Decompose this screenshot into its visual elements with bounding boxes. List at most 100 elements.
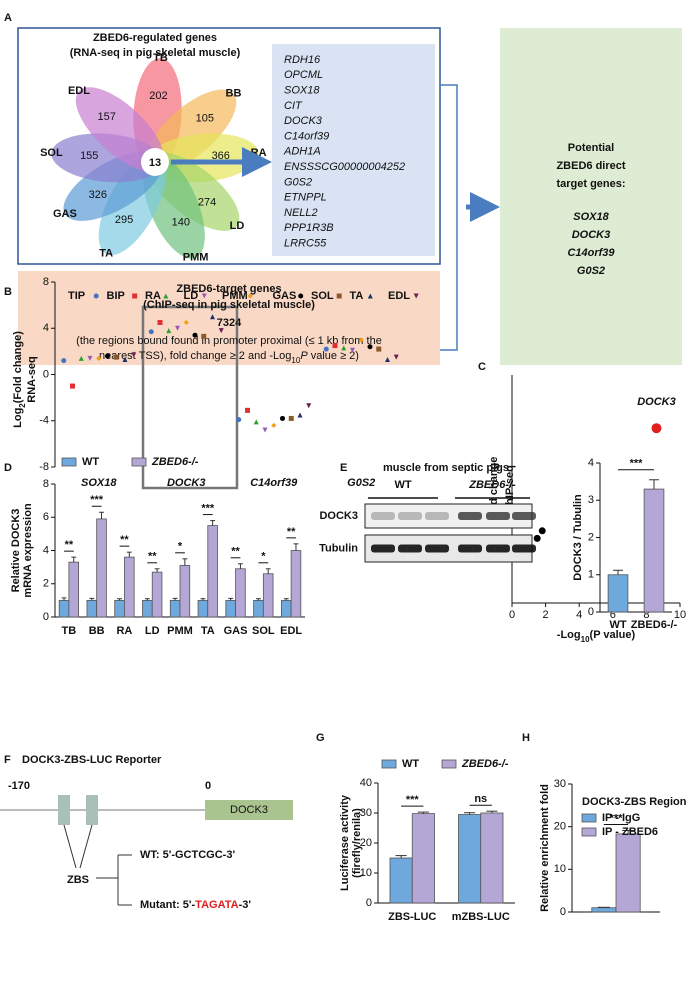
petal-count: 155 [80, 150, 98, 162]
reporter-title: DOCK3-ZBS-LUC Reporter [22, 754, 162, 766]
bar [96, 518, 107, 618]
x-tick-label: BB [89, 625, 105, 637]
point [385, 356, 390, 362]
blot-row: DOCK3 [319, 510, 358, 522]
point [358, 337, 364, 343]
point [132, 293, 138, 299]
petal-count: 202 [149, 90, 167, 102]
panel-label: C [478, 361, 486, 373]
x-tick-label: 10 [674, 609, 686, 621]
petal-label: TB [153, 52, 168, 64]
point [131, 352, 137, 358]
y-axis-label: Relative enrichment fold [539, 784, 551, 912]
gene: ENSSSCG00000004252 [284, 161, 405, 173]
result-gene: C14orf39 [567, 247, 615, 259]
gene: OPCML [284, 69, 323, 81]
x-tick-label: TB [62, 625, 77, 637]
y-tick-label: 2 [588, 531, 594, 543]
point [350, 347, 355, 353]
x-tick-label: PMM [167, 625, 193, 637]
significance: ** [148, 551, 157, 563]
legend-swatch [381, 759, 397, 769]
panel-label: H [522, 732, 530, 744]
bar [253, 599, 264, 618]
band [371, 544, 395, 553]
bar [235, 568, 246, 618]
bar [225, 599, 236, 618]
point [298, 293, 304, 299]
x-tick-label: SOL [252, 625, 275, 637]
y-tick-label: 2 [43, 578, 49, 590]
point [192, 332, 198, 338]
point [336, 293, 342, 299]
significance: *** [406, 794, 420, 806]
point [367, 344, 373, 350]
x-axis-label-part: -Log [557, 629, 581, 641]
point [218, 328, 224, 334]
band [371, 512, 395, 520]
point [306, 403, 312, 409]
y-tick-label: 30 [554, 778, 566, 790]
y-tick-label: 8 [43, 478, 49, 490]
y-axis-label: mRNA expression [22, 503, 34, 598]
petal-count: 366 [212, 150, 230, 162]
panel-label: G [316, 732, 325, 744]
legend-swatch [61, 457, 77, 467]
petal-label: LD [230, 220, 245, 232]
bar [58, 599, 70, 618]
x-tick-label: RA [116, 625, 132, 637]
bar [151, 571, 163, 618]
position: -170 [8, 780, 30, 792]
point [87, 355, 93, 361]
result-gene: SOX18 [573, 211, 609, 223]
venn-box [17, 27, 441, 265]
y-tick-label: 30 [360, 807, 372, 819]
wt-seq: WT: 5'-GCTCGC-3' [140, 849, 235, 861]
bar [280, 599, 292, 618]
point [93, 293, 99, 299]
petal [75, 87, 165, 172]
result-gene: DOCK3 [572, 229, 611, 241]
point [157, 319, 163, 325]
point [61, 358, 67, 364]
y-axis-label: (firefly/renila) [351, 808, 363, 878]
x-tick-label: LD [145, 625, 160, 637]
legend-label: EDL [388, 290, 410, 302]
chip-note-part: 10 [291, 356, 300, 365]
legend-swatch [581, 827, 597, 837]
blot-group: ZBED6-/- [468, 479, 516, 491]
point [210, 314, 215, 320]
gene-label: DOCK3 [230, 804, 268, 816]
bar [591, 907, 617, 913]
chip-title: ZBED6-target genes [176, 283, 281, 295]
y-axis-label-part: Log [12, 408, 24, 428]
petal-count: 326 [89, 189, 107, 201]
bar [643, 488, 665, 613]
venn-subtitle: (RNA-seq in pig skeletal muscle) [70, 47, 241, 59]
legend-label: WT [402, 758, 419, 770]
point [253, 419, 259, 425]
legend-label: TA [350, 290, 364, 302]
gene: LRRC55 [284, 238, 327, 250]
legend-label: WT [82, 456, 99, 468]
band [458, 512, 482, 520]
chip-note-part: value ≥ 2) [308, 350, 359, 362]
bar [458, 814, 482, 904]
legend-label: GAS [273, 290, 297, 302]
point [201, 333, 207, 339]
band [398, 544, 422, 553]
gene: NELL2 [284, 207, 318, 219]
legend-swatch [131, 457, 147, 467]
highlight-box [141, 305, 239, 490]
point [332, 343, 338, 349]
point [201, 293, 207, 299]
band [486, 544, 510, 553]
band [425, 544, 449, 553]
chip-box [18, 271, 440, 365]
mutant-seq: Mutant: 5'-TAGATA-3' [140, 899, 251, 911]
legend-label: SOL [311, 290, 334, 302]
mutant-seq-part: -3' [239, 899, 252, 911]
petal-label: TA [99, 248, 113, 260]
significance: * [261, 551, 266, 563]
